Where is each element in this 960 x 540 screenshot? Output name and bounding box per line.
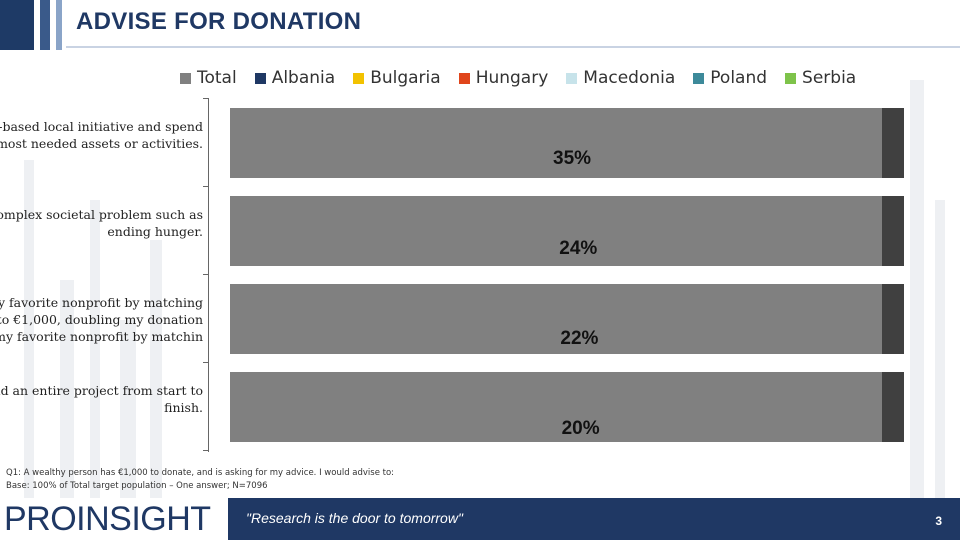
bar-total	[230, 196, 904, 266]
header-accent-stripe-light	[56, 0, 62, 50]
category-label-line: finish.	[164, 400, 203, 415]
category-axis	[208, 98, 209, 452]
legend-item-total: Total	[180, 68, 237, 88]
legend-item-poland: Poland	[693, 68, 767, 88]
category-label-line: o my favorite nonprofit by matchin	[0, 329, 203, 344]
bar-total	[230, 284, 904, 354]
legend-swatch	[566, 72, 578, 84]
legend-item-serbia: Serbia	[785, 68, 856, 88]
header-accent-block	[0, 0, 34, 50]
category-label-line: a complex societal problem such as	[0, 207, 203, 222]
category-label: eer-based local initiative and spend he m…	[0, 118, 203, 152]
footnote-base: Base: 100% of Total target population – …	[6, 481, 268, 491]
axis-tick	[203, 362, 209, 363]
legend-item-hungary: Hungary	[458, 68, 549, 88]
axis-tick	[203, 274, 209, 275]
axis-tick	[203, 186, 209, 187]
legend-label: Albania	[271, 68, 336, 88]
category-label-line: my favorite nonprofit by matching	[0, 295, 203, 310]
bar-end-segment	[882, 372, 904, 442]
data-label: 22%	[560, 328, 599, 349]
legend-swatch	[785, 72, 797, 84]
bar-end-segment	[882, 196, 904, 266]
legend-label: Serbia	[802, 68, 857, 88]
category-label-line: fund an entire project from start to	[0, 383, 203, 398]
page-title: ADVISE FOR DONATION	[76, 8, 362, 35]
category-label: a complex societal problem such as ending…	[0, 206, 203, 240]
category-label-line: up to €1,000, doubling my donation	[0, 312, 203, 327]
title-underline	[66, 46, 960, 48]
category-label: fund an entire project from start to fini…	[0, 382, 203, 416]
bar-end-segment	[882, 284, 904, 354]
plot-area: 35% 24% 22% 20%	[230, 108, 904, 442]
footnote-question: Q1: A wealthy person has €1,000 to donat…	[6, 468, 395, 478]
data-label: 24%	[559, 238, 598, 259]
data-label: 20%	[561, 418, 600, 439]
chart-legend: Total Albania Bulgaria Hungary Macedonia Pola…	[180, 66, 856, 90]
data-label: 35%	[553, 148, 592, 169]
bar-total	[230, 372, 904, 442]
footnote: Q1: A wealthy person has €1,000 to donat…	[6, 467, 394, 493]
legend-swatch	[180, 72, 191, 84]
legend-swatch	[693, 72, 705, 84]
footer: PROINSIGHT "Research is the door to tomo…	[0, 498, 960, 540]
legend-label: Poland	[710, 68, 768, 88]
footer-tagline: "Research is the door to tomorrow"	[246, 510, 463, 526]
category-label-line: he most needed assets or activities.	[0, 136, 203, 151]
bar-end-segment	[882, 108, 904, 178]
company-logo: PROINSIGHT	[0, 498, 228, 540]
bar-total	[230, 108, 904, 178]
axis-tick	[203, 450, 209, 451]
category-label-line: ending hunger.	[107, 224, 203, 239]
legend-swatch	[254, 72, 266, 84]
legend-item-albania: Albania	[254, 68, 336, 88]
legend-label: Macedonia	[583, 68, 676, 88]
legend-swatch	[458, 72, 470, 84]
legend-swatch	[353, 72, 365, 84]
legend-item-macedonia: Macedonia	[566, 68, 675, 88]
category-label-line: eer-based local initiative and spend	[0, 119, 203, 134]
header-accent-stripe	[40, 0, 50, 50]
page-number: 3	[935, 514, 942, 528]
axis-tick	[203, 98, 209, 99]
category-label: my favorite nonprofit by matching up to €…	[0, 294, 203, 345]
legend-label: Bulgaria	[370, 68, 441, 88]
legend-label: Hungary	[475, 68, 549, 88]
legend-label: Total	[197, 68, 237, 88]
legend-item-bulgaria: Bulgaria	[353, 68, 441, 88]
footer-band	[228, 498, 960, 540]
